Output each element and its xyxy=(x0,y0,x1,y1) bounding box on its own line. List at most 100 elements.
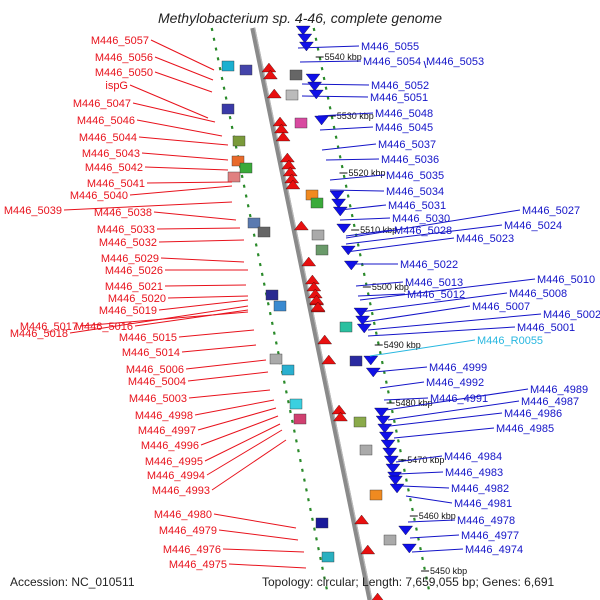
label-connector xyxy=(321,143,377,151)
right-gene-label: M446_5024 xyxy=(504,220,562,232)
right-gene-label: M446_4989 xyxy=(530,384,588,396)
label-connector xyxy=(357,293,406,297)
label-connector xyxy=(136,119,223,137)
forward-gene-arrow xyxy=(266,88,282,99)
ruler-tick-label: 5500 kbp xyxy=(372,282,409,292)
feature-block xyxy=(221,103,235,115)
feature-block xyxy=(289,398,303,410)
rna-gene-label: M446_R0055 xyxy=(477,335,543,347)
right-gene-label: M446_5031 xyxy=(388,200,446,212)
forward-gene-arrow xyxy=(354,514,369,525)
label-connector xyxy=(197,407,277,431)
label-connector xyxy=(134,309,249,327)
label-connector xyxy=(389,412,503,427)
right-gene-label: M446_5030 xyxy=(392,213,450,225)
label-connector xyxy=(194,399,275,416)
left-gene-label: M446_5038 xyxy=(94,207,152,219)
label-connector xyxy=(411,548,464,553)
right-gene-label: M446_5027 xyxy=(522,205,580,217)
reverse-gene-arrow xyxy=(329,190,345,201)
left-gene-label: M446_5006 xyxy=(126,364,184,376)
forward-gene-arrow xyxy=(261,62,277,73)
feature-block xyxy=(227,171,241,183)
forward-gene-arrow xyxy=(294,220,309,231)
label-connector xyxy=(345,224,503,245)
feature-block xyxy=(310,197,324,209)
label-connector xyxy=(405,495,453,504)
forward-gene-arrow xyxy=(331,404,347,415)
label-connector xyxy=(325,158,380,161)
label-connector xyxy=(164,284,247,287)
right-gene-label: M446_4983 xyxy=(445,467,503,479)
left-gene-label: M446_5017 xyxy=(20,321,78,333)
ruler-tick-label: 5530 kbp xyxy=(337,111,374,121)
backbone-line xyxy=(250,27,373,600)
forward-gene-arrow xyxy=(280,152,295,163)
label-connector xyxy=(144,166,229,171)
left-gene-label: M446_5032 xyxy=(99,237,157,249)
reverse-gene-arrow xyxy=(382,447,397,458)
reverse-gene-arrow xyxy=(383,455,399,466)
label-connector xyxy=(345,209,521,239)
label-connector xyxy=(129,84,209,119)
feature-block xyxy=(359,444,373,456)
right-gene-label: M446_4977 xyxy=(461,530,519,542)
feature-block xyxy=(221,60,235,72)
left-gene-label: M446_5043 xyxy=(82,148,140,160)
left-gene-label: M446_5046 xyxy=(77,115,135,127)
label-connector xyxy=(200,415,279,446)
label-connector xyxy=(153,211,237,221)
reverse-gene-arrow xyxy=(353,307,369,318)
backbone-highlight xyxy=(254,27,373,600)
feature-block xyxy=(339,321,353,333)
ruler-tick-label: 5490 kbp xyxy=(384,340,421,350)
right-gene-label: M446_5052 xyxy=(371,80,429,92)
right-gene-label: M446_5012 xyxy=(407,289,465,301)
left-gene-label: M446_5057 xyxy=(91,35,149,47)
label-connector xyxy=(423,60,427,69)
label-connector xyxy=(355,281,404,287)
label-connector xyxy=(301,95,369,98)
feature-block xyxy=(349,355,363,367)
label-connector xyxy=(329,174,385,181)
left-gene-label: M446_4994 xyxy=(147,470,205,482)
feature-block xyxy=(232,135,246,147)
label-connector xyxy=(150,39,215,71)
right-gene-label: M446_4992 xyxy=(426,377,484,389)
label-connector xyxy=(397,471,444,475)
reverse-gene-arrow xyxy=(297,33,313,44)
left-gene-label: M446_5019 xyxy=(99,305,157,317)
left-gene-label: M446_4998 xyxy=(135,410,193,422)
label-connector xyxy=(385,388,529,411)
feature-block xyxy=(315,517,329,529)
reverse-gene-arrow xyxy=(305,73,321,84)
right-gene-label: M446_5001 xyxy=(517,322,575,334)
label-connector xyxy=(345,229,393,237)
right-gene-label: M446_4981 xyxy=(454,498,512,510)
feature-block xyxy=(239,162,253,174)
label-connector xyxy=(206,429,283,476)
ruler-tick-label: 5510 kbp xyxy=(360,225,397,235)
feature-block xyxy=(269,353,283,365)
label-connector xyxy=(222,548,305,553)
left-gene-label: M446_5047 xyxy=(73,98,131,110)
label-connector xyxy=(317,112,374,117)
right-gene-label: M446_5013 xyxy=(405,277,463,289)
reverse-gene-arrow xyxy=(389,483,405,494)
reverse-gene-arrow xyxy=(336,223,352,234)
forward-gene-arrow xyxy=(310,301,326,312)
label-connector xyxy=(319,126,374,131)
forward-gene-arrow xyxy=(301,256,317,267)
label-connector xyxy=(383,397,429,401)
left-gene-label: M446_5020 xyxy=(108,293,166,305)
left-gene-label: M446_5015 xyxy=(119,332,177,344)
label-connector xyxy=(367,313,542,331)
label-connector xyxy=(132,102,216,123)
label-connector xyxy=(401,485,450,489)
label-connector xyxy=(213,513,297,529)
map-title: Methylobacterium sp. 4-46, complete geno… xyxy=(157,10,443,26)
label-connector xyxy=(329,189,385,192)
reverse-gene-arrow xyxy=(308,89,324,100)
right-gene-label: M446_5051 xyxy=(370,92,428,104)
